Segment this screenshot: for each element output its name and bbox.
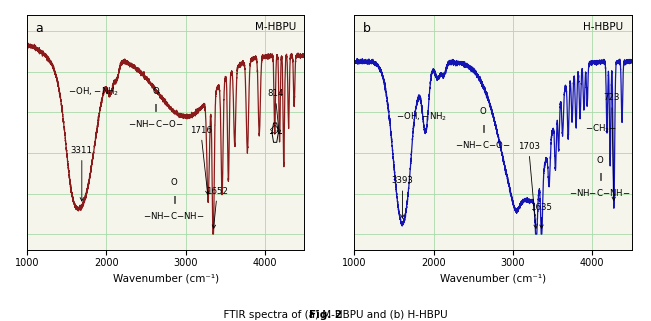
Text: $-$CH$_2$$-$: $-$CH$_2$$-$	[585, 122, 616, 135]
Text: 1652: 1652	[206, 187, 229, 228]
Text: 723: 723	[603, 93, 620, 200]
Text: 3311: 3311	[71, 146, 93, 201]
Text: O: O	[596, 156, 603, 165]
Text: M-HBPU: M-HBPU	[255, 22, 296, 32]
Text: $-$OH, $-$NH$_2$: $-$OH, $-$NH$_2$	[396, 110, 447, 123]
Text: O: O	[171, 178, 177, 187]
Text: 1703: 1703	[518, 142, 540, 228]
X-axis label: Wavenumber (cm⁻¹): Wavenumber (cm⁻¹)	[440, 273, 546, 283]
Text: O: O	[152, 87, 159, 96]
Text: O: O	[479, 108, 486, 117]
Text: 1635: 1635	[531, 203, 552, 228]
Text: a: a	[36, 22, 44, 35]
Text: $-$NH$-$C$-$NH$-$: $-$NH$-$C$-$NH$-$	[569, 187, 631, 198]
Text: $\parallel$: $\parallel$	[597, 171, 603, 183]
Text: $\parallel$: $\parallel$	[480, 123, 486, 134]
Text: H-HBPU: H-HBPU	[583, 22, 623, 32]
X-axis label: Wavenumber (cm⁻¹): Wavenumber (cm⁻¹)	[113, 273, 219, 283]
Text: $\parallel$: $\parallel$	[171, 194, 177, 205]
Text: FTIR spectra of (a) M-HBPU and (b) H-HBPU: FTIR spectra of (a) M-HBPU and (b) H-HBP…	[204, 310, 447, 320]
Text: $-$NH$-$C$-$NH$-$: $-$NH$-$C$-$NH$-$	[143, 210, 204, 221]
Text: $-$NH$-$C$-$O$-$: $-$NH$-$C$-$O$-$	[455, 139, 510, 150]
Text: 814: 814	[267, 89, 283, 134]
Text: 1716: 1716	[189, 126, 212, 195]
Text: 3393: 3393	[391, 176, 413, 218]
Text: ◇: ◇	[270, 122, 280, 135]
Text: Fig. 2: Fig. 2	[309, 310, 342, 320]
Text: $-$NH$-$C$-$O$-$: $-$NH$-$C$-$O$-$	[128, 118, 184, 129]
Text: $\parallel$: $\parallel$	[152, 102, 159, 114]
Text: b: b	[363, 22, 370, 35]
Text: $-$OH, $-$NH$_2$: $-$OH, $-$NH$_2$	[68, 86, 120, 98]
